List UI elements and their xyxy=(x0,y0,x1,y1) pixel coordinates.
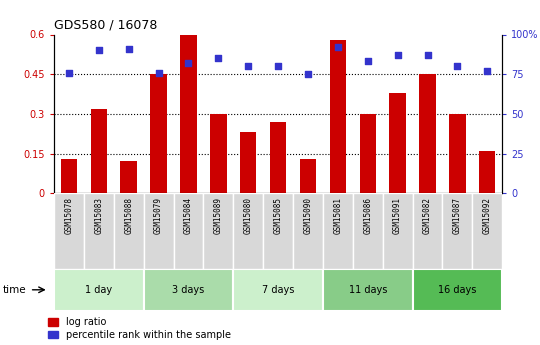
FancyBboxPatch shape xyxy=(323,193,353,269)
FancyBboxPatch shape xyxy=(413,193,442,269)
FancyBboxPatch shape xyxy=(204,193,233,269)
FancyBboxPatch shape xyxy=(263,193,293,269)
Text: GSM15082: GSM15082 xyxy=(423,197,432,234)
Bar xyxy=(300,159,316,193)
Legend: log ratio, percentile rank within the sample: log ratio, percentile rank within the sa… xyxy=(48,317,231,340)
Point xyxy=(214,56,222,61)
Text: 16 days: 16 days xyxy=(438,285,477,295)
Bar xyxy=(240,132,256,193)
FancyBboxPatch shape xyxy=(293,193,323,269)
Bar xyxy=(180,34,197,193)
FancyBboxPatch shape xyxy=(233,269,323,310)
Point xyxy=(423,52,432,58)
Bar xyxy=(210,114,227,193)
Point xyxy=(94,48,103,53)
FancyBboxPatch shape xyxy=(144,193,173,269)
Point xyxy=(154,70,163,75)
Point xyxy=(244,63,253,69)
Text: GSM15089: GSM15089 xyxy=(214,197,223,234)
FancyBboxPatch shape xyxy=(383,193,413,269)
Text: GSM15090: GSM15090 xyxy=(303,197,313,234)
Bar xyxy=(91,109,107,193)
Bar xyxy=(389,93,406,193)
Point xyxy=(453,63,462,69)
Text: GSM15088: GSM15088 xyxy=(124,197,133,234)
Bar xyxy=(329,40,346,193)
FancyBboxPatch shape xyxy=(144,269,233,310)
Point xyxy=(65,70,73,75)
Text: 7 days: 7 days xyxy=(262,285,294,295)
FancyBboxPatch shape xyxy=(54,269,144,310)
Text: GSM15084: GSM15084 xyxy=(184,197,193,234)
FancyBboxPatch shape xyxy=(442,193,472,269)
FancyBboxPatch shape xyxy=(84,193,114,269)
Text: GSM15081: GSM15081 xyxy=(333,197,342,234)
FancyBboxPatch shape xyxy=(353,193,383,269)
Bar xyxy=(120,161,137,193)
FancyBboxPatch shape xyxy=(233,193,263,269)
Point xyxy=(184,60,193,66)
Text: GSM15091: GSM15091 xyxy=(393,197,402,234)
Text: GSM15086: GSM15086 xyxy=(363,197,372,234)
FancyBboxPatch shape xyxy=(413,269,502,310)
Point xyxy=(483,68,491,74)
Bar xyxy=(60,159,77,193)
Bar xyxy=(479,151,496,193)
Text: GSM15085: GSM15085 xyxy=(274,197,282,234)
Bar xyxy=(419,74,436,193)
Text: GSM15092: GSM15092 xyxy=(483,197,492,234)
Text: GSM15078: GSM15078 xyxy=(64,197,73,234)
Point xyxy=(334,45,342,50)
Bar xyxy=(270,122,286,193)
Text: GSM15083: GSM15083 xyxy=(94,197,103,234)
FancyBboxPatch shape xyxy=(173,193,204,269)
Bar xyxy=(360,114,376,193)
Text: GSM15087: GSM15087 xyxy=(453,197,462,234)
Text: GSM15080: GSM15080 xyxy=(244,197,253,234)
Text: 1 day: 1 day xyxy=(85,285,112,295)
Bar xyxy=(150,74,167,193)
Point xyxy=(303,71,312,77)
FancyBboxPatch shape xyxy=(54,193,84,269)
Point xyxy=(274,63,282,69)
Point xyxy=(363,59,372,64)
FancyBboxPatch shape xyxy=(114,193,144,269)
Point xyxy=(124,46,133,51)
Text: time: time xyxy=(3,285,26,295)
Point xyxy=(393,52,402,58)
FancyBboxPatch shape xyxy=(472,193,502,269)
Bar xyxy=(449,114,465,193)
Text: 11 days: 11 days xyxy=(348,285,387,295)
Text: GDS580 / 16078: GDS580 / 16078 xyxy=(54,19,157,32)
Text: 3 days: 3 days xyxy=(172,285,205,295)
Text: GSM15079: GSM15079 xyxy=(154,197,163,234)
FancyBboxPatch shape xyxy=(323,269,413,310)
